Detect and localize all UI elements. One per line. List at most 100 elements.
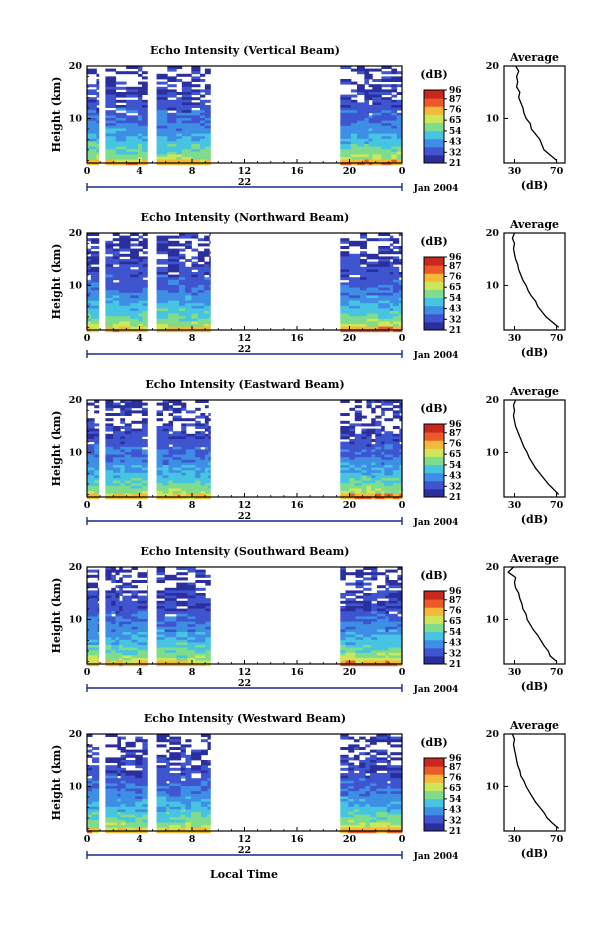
- heatmap-cell: [105, 603, 112, 607]
- heatmap-cell: [204, 454, 209, 458]
- heatmap-cell: [179, 311, 186, 314]
- heatmap-cell: [90, 305, 100, 309]
- heatmap-cell: [105, 621, 112, 625]
- heatmap-cell: [185, 410, 196, 414]
- heatmap-cell: [113, 462, 121, 466]
- heatmap-cell: [120, 491, 126, 494]
- heatmap-cell: [195, 606, 206, 609]
- heatmap-cell: [390, 806, 403, 810]
- heatmap-cell: [340, 465, 350, 468]
- heatmap-cell: [156, 491, 164, 494]
- heatmap-cell: [113, 459, 121, 463]
- heatmap-cell: [340, 613, 346, 617]
- heatmap-cell: [130, 256, 139, 260]
- colorbar-tick-label: 65: [449, 784, 462, 794]
- heatmap-cell: [388, 613, 398, 617]
- heatmap-cell: [156, 465, 164, 468]
- heatmap-cell: [195, 465, 201, 468]
- colorbar-tick-label: 32: [449, 315, 462, 325]
- heatmap-cell: [353, 788, 360, 792]
- heatmap-cell: [376, 783, 388, 787]
- heatmap-cell: [378, 264, 391, 268]
- heatmap-cell: [371, 658, 378, 661]
- heatmap-cell: [200, 830, 208, 834]
- heatmap-cell: [356, 118, 365, 121]
- x-tick-label: 8: [189, 667, 196, 678]
- heatmap-cell: [117, 819, 121, 823]
- heatmap-cell: [141, 159, 148, 163]
- heatmap-cell: [87, 259, 92, 262]
- heatmap-cell: [105, 105, 117, 108]
- x-tick-label: 12: [238, 667, 251, 678]
- heatmap-cell: [120, 483, 126, 487]
- heatmap-cell: [90, 233, 100, 236]
- heatmap-cell: [130, 248, 139, 252]
- heatmap-cell: [185, 754, 192, 758]
- heatmap-cell: [376, 778, 388, 782]
- heatmap-cell: [135, 791, 143, 795]
- heatmap-cell: [340, 621, 346, 625]
- heatmap-cell: [142, 313, 148, 317]
- heatmap-cell: [204, 475, 209, 479]
- heatmap-cell: [167, 146, 177, 150]
- heatmap-cell: [340, 830, 349, 834]
- heatmap-cell: [185, 770, 192, 774]
- heatmap-cell: [376, 608, 386, 612]
- heatmap-cell: [378, 326, 391, 330]
- heatmap-cell: [185, 806, 192, 810]
- heatmap-cell: [119, 658, 123, 661]
- heatmap-cell: [385, 632, 390, 635]
- heatmap-cell: [156, 812, 167, 815]
- heatmap-cell: [340, 446, 350, 450]
- heatmap-cell: [195, 647, 206, 651]
- heatmap-cell: [389, 274, 394, 278]
- heatmap-cell: [205, 660, 211, 664]
- heatmap-cell: [115, 608, 120, 612]
- heatmap-cell: [366, 485, 372, 489]
- x-tick-label: 0: [84, 333, 91, 344]
- heatmap-cell: [138, 107, 143, 111]
- heatmap-cell: [162, 449, 169, 453]
- heatmap-cell: [389, 235, 394, 239]
- heatmap-cell: [147, 600, 148, 604]
- heatmap-cell: [390, 819, 403, 823]
- heatmap-cell: [176, 136, 183, 140]
- heatmap-cell: [389, 287, 394, 291]
- colorbar-tick-label: 76: [449, 606, 462, 616]
- heatmap-cell: [185, 819, 192, 823]
- heatmap-cell: [365, 827, 371, 831]
- heatmap-cell: [195, 569, 206, 573]
- heatmap-cell: [141, 467, 148, 471]
- heatmap-cell: [156, 626, 166, 630]
- heatmap-cell: [378, 298, 391, 301]
- heatmap-cell: [87, 496, 95, 500]
- heatmap-cell: [113, 439, 121, 442]
- heatmap-cell: [391, 138, 398, 142]
- heatmap-cell: [181, 441, 187, 445]
- heatmap-cell: [391, 76, 398, 80]
- heatmap-cell: [399, 465, 403, 468]
- heatmap-cell: [378, 256, 391, 260]
- heatmap-cell: [119, 567, 123, 570]
- heatmap-cell: [105, 804, 118, 808]
- heatmap-cell: [125, 754, 136, 758]
- heatmap-cell: [389, 251, 394, 255]
- heatmap-cell: [87, 329, 92, 333]
- heatmap-cell: [113, 402, 121, 406]
- heatmap-cell: [141, 144, 148, 147]
- heatmap-cell: [208, 467, 211, 471]
- heatmap-cell: [179, 282, 186, 286]
- heatmap-cell: [162, 436, 169, 440]
- heatmap-cell: [361, 441, 367, 445]
- heatmap-cell: [371, 449, 376, 453]
- heatmap-cell: [340, 600, 346, 604]
- heatmap-cell: [191, 326, 199, 330]
- x-tick-label: 0: [84, 834, 91, 845]
- heatmap-cell: [375, 470, 382, 474]
- heatmap-cell: [94, 457, 100, 461]
- heatmap-cell: [115, 572, 120, 576]
- heatmap-cell: [87, 799, 93, 802]
- heatmap-cell: [181, 436, 187, 440]
- heatmap-cell: [141, 444, 148, 448]
- heatmap-cell: [369, 822, 377, 826]
